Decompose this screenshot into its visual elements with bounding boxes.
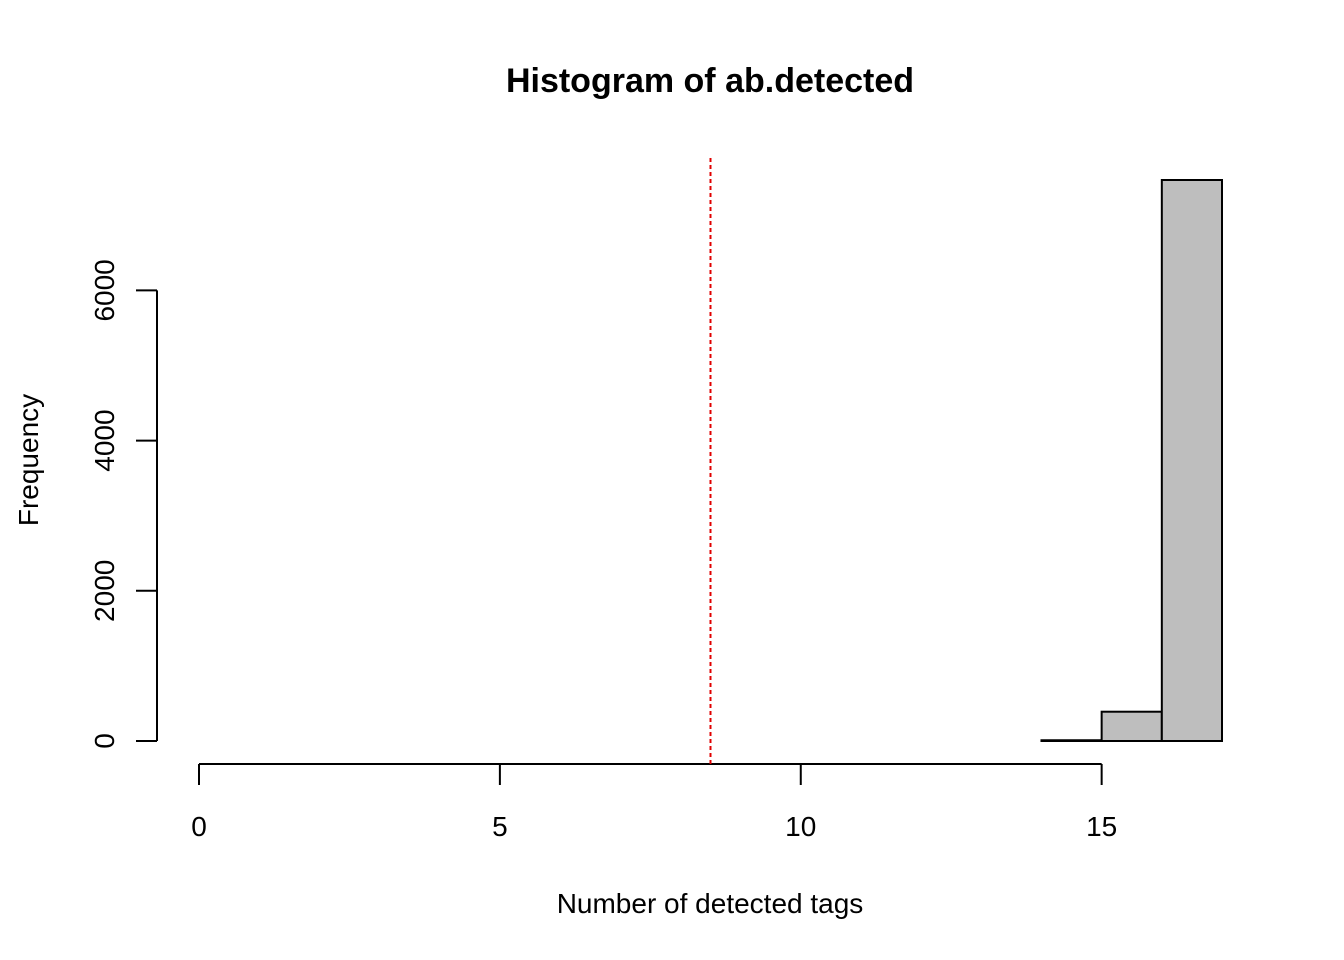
histogram-bar	[1100, 710, 1163, 742]
y-axis-label: Frequency	[13, 394, 44, 526]
histogram-bar	[1160, 179, 1223, 742]
x-axis: 0 5 10 15	[191, 763, 1117, 842]
y-axis: 0 2000 4000 6000	[89, 259, 158, 749]
y-tick-label: 4000	[89, 409, 120, 471]
histogram-bars	[1040, 179, 1223, 743]
x-tick-label: 15	[1086, 811, 1117, 842]
y-tick-label: 6000	[89, 259, 120, 321]
x-axis-label: Number of detected tags	[557, 888, 864, 919]
histogram-bar	[1040, 739, 1103, 743]
y-tick-label: 2000	[89, 560, 120, 622]
x-tick-label: 5	[492, 811, 508, 842]
x-tick-label: 10	[785, 811, 816, 842]
chart-title: Histogram of ab.detected	[506, 62, 914, 100]
y-tick-label: 0	[89, 733, 120, 749]
x-tick-label: 0	[191, 811, 207, 842]
